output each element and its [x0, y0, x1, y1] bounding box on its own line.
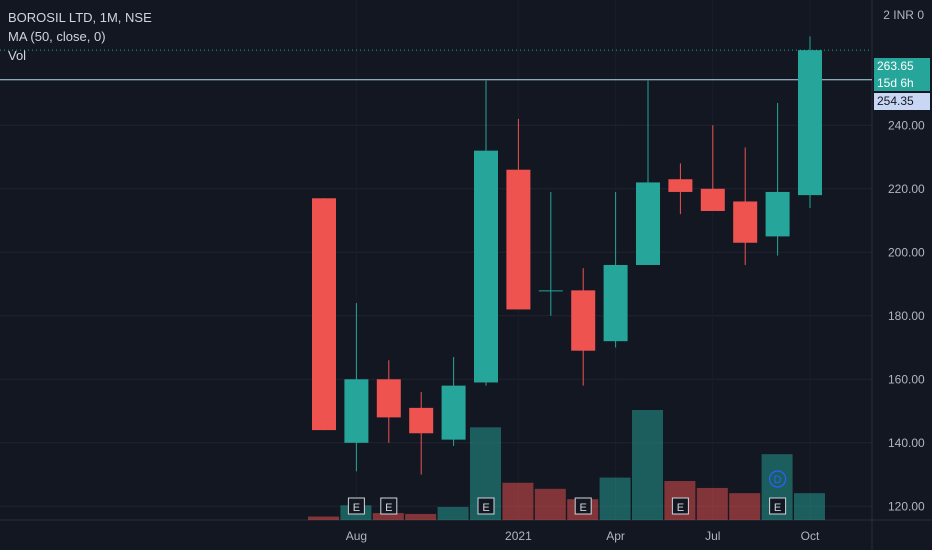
- volume-bar: [599, 477, 631, 520]
- currency-label: INR: [893, 8, 914, 22]
- candle-body[interactable]: [733, 201, 758, 243]
- earnings-marker[interactable]: [380, 497, 398, 515]
- candle-body[interactable]: [603, 264, 628, 342]
- x-tick-label: 2021: [505, 529, 532, 543]
- y-tick-label: 240.00: [888, 118, 925, 132]
- y-tick-label: 160.00: [888, 372, 925, 386]
- dividend-marker[interactable]: [768, 470, 787, 488]
- symbol-title[interactable]: BOROSIL LTD, 1M, NSE: [8, 10, 152, 25]
- earnings-marker[interactable]: [574, 497, 592, 515]
- bar-countdown-tag: 15d 6h: [874, 75, 930, 91]
- candle-body[interactable]: [441, 385, 466, 440]
- earnings-marker-label: E: [385, 502, 392, 514]
- y-tick-label: 200.00: [888, 245, 925, 259]
- horizontal-line-price-tag[interactable]: 254.35: [874, 93, 930, 110]
- last-price-tag: 263.65: [874, 58, 930, 75]
- volume-bar: [534, 488, 566, 520]
- earnings-marker-label: E: [580, 502, 587, 514]
- dividend-marker-label: D: [774, 474, 782, 486]
- earnings-marker[interactable]: [769, 497, 787, 515]
- candle-body[interactable]: [538, 290, 563, 292]
- volume-bar: [632, 410, 663, 520]
- earnings-marker[interactable]: [347, 497, 365, 515]
- candle-body[interactable]: [765, 191, 790, 237]
- candle-body[interactable]: [312, 198, 336, 431]
- candle-body[interactable]: [474, 150, 498, 383]
- volume-bar: [696, 487, 728, 520]
- earnings-marker-label: E: [677, 502, 684, 514]
- candle-body[interactable]: [668, 179, 693, 192]
- x-tick-label: Jul: [705, 529, 720, 543]
- volume-bar: [502, 482, 534, 520]
- y-tick-label: 140.00: [888, 436, 925, 450]
- earnings-marker[interactable]: [671, 497, 689, 515]
- candle-body[interactable]: [798, 50, 822, 196]
- y-tick-label: 180.00: [888, 309, 925, 323]
- candle-body[interactable]: [376, 379, 401, 418]
- x-tick-label: Aug: [346, 529, 367, 543]
- chart-legend: BOROSIL LTD, 1M, NSE MA (50, close, 0) V…: [8, 8, 152, 65]
- earnings-marker-label: E: [482, 502, 489, 514]
- candle-body[interactable]: [700, 188, 725, 211]
- volume-bar: [794, 493, 825, 520]
- candle-body[interactable]: [506, 169, 531, 310]
- volume-bar: [729, 493, 761, 520]
- earnings-marker-label: E: [774, 502, 781, 514]
- x-tick-label: Apr: [606, 529, 625, 543]
- volume-bar: [405, 513, 437, 520]
- candle-body[interactable]: [636, 182, 660, 265]
- candle-body[interactable]: [409, 407, 434, 434]
- earnings-marker[interactable]: [477, 497, 495, 515]
- currency-unit[interactable]: 2 INR 0: [883, 8, 924, 22]
- candle-body[interactable]: [571, 290, 596, 351]
- currency-multiplier: 2: [883, 8, 890, 22]
- currency-dropdown-icon: 0: [917, 8, 924, 22]
- y-tick-label: 220.00: [888, 182, 925, 196]
- y-tick-label: 120.00: [888, 499, 925, 513]
- x-tick-label: Oct: [801, 529, 820, 543]
- candle-body[interactable]: [344, 379, 369, 443]
- ma-indicator-label[interactable]: MA (50, close, 0): [8, 29, 106, 44]
- volume-bar: [308, 516, 339, 520]
- volume-bar: [437, 507, 469, 520]
- volume-bar: [372, 513, 404, 520]
- earnings-marker-label: E: [353, 502, 360, 514]
- volume-indicator-label[interactable]: Vol: [8, 48, 27, 63]
